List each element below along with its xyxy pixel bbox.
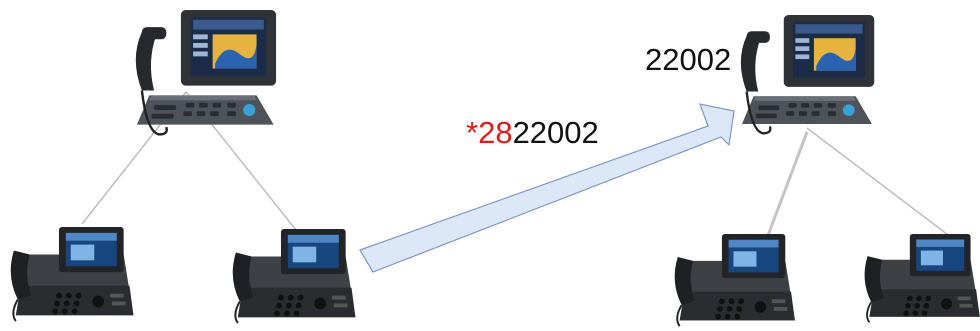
ip-desk-phone-icon xyxy=(673,233,796,328)
destination-number-label: 22002 xyxy=(645,42,732,77)
ip-desk-phone-icon xyxy=(739,13,876,135)
ip-desk-phone-icon xyxy=(863,233,980,324)
ip-desk-phone-icon xyxy=(9,226,135,323)
dial-string-label: *2822002 xyxy=(466,117,599,148)
ip-desk-phone-icon xyxy=(231,228,357,325)
dial-number: 22002 xyxy=(512,115,599,150)
link-top-right-to-bottom-right-2 xyxy=(806,127,953,239)
call-transfer-arrow xyxy=(359,103,735,273)
link-top-right-to-bottom-right-1 xyxy=(765,131,809,239)
feature-code: 28 xyxy=(478,115,513,150)
dial-prefix: * xyxy=(466,115,479,150)
ip-desk-phone-icon xyxy=(134,8,278,136)
